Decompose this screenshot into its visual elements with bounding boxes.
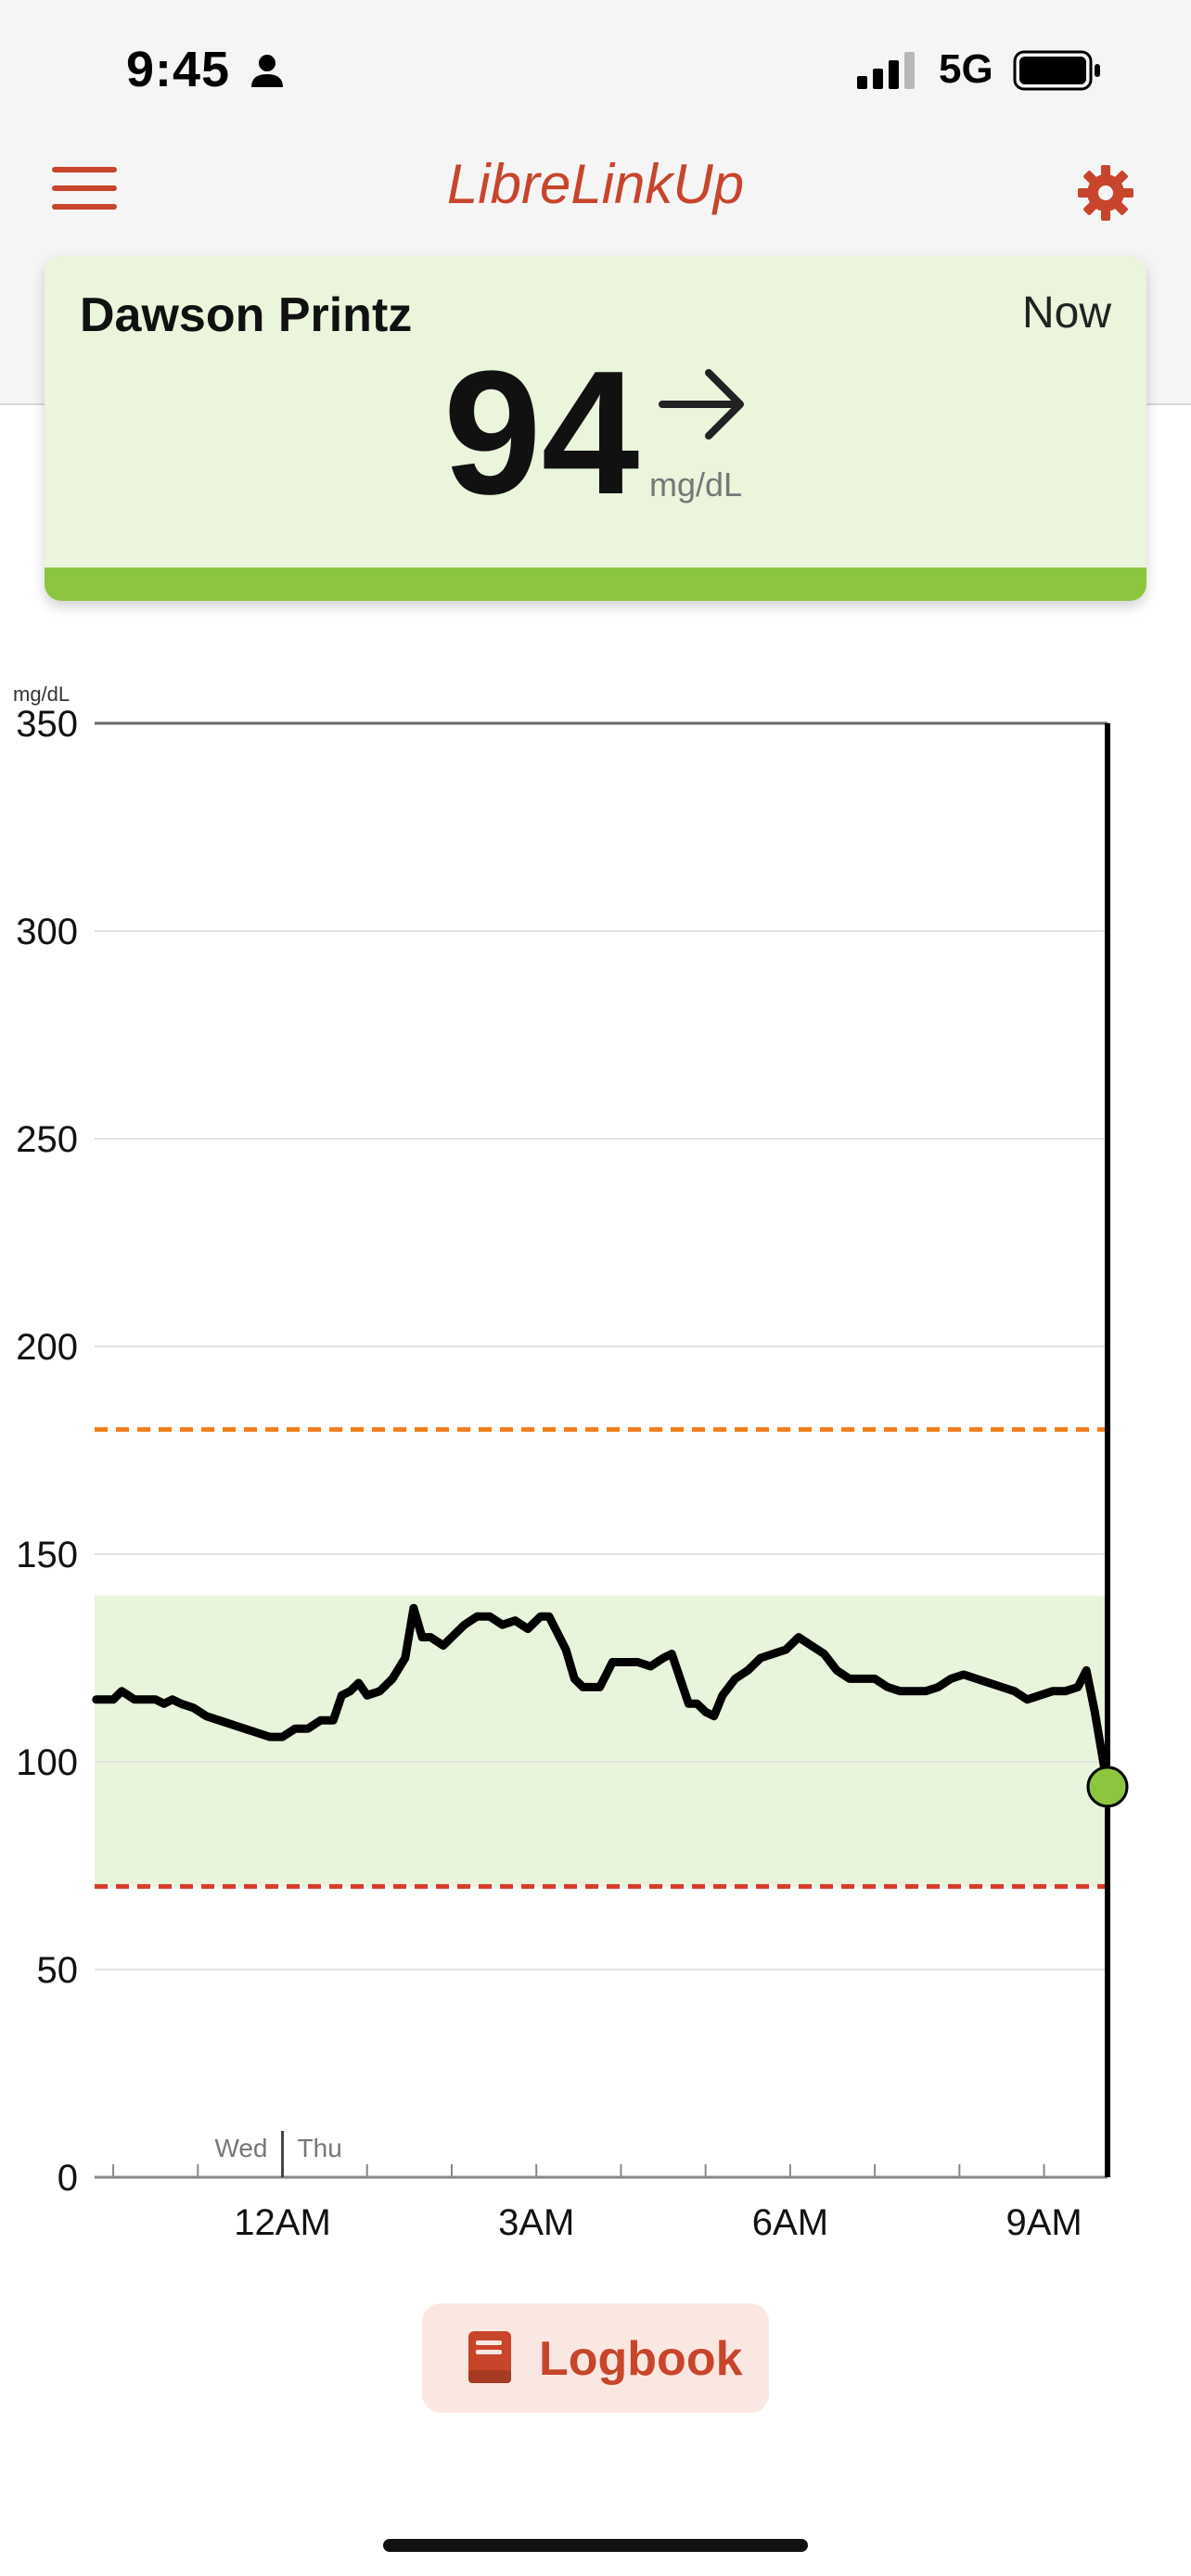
- logbook-label: Logbook: [539, 2332, 743, 2386]
- hamburger-line-icon: [52, 167, 117, 172]
- y-tick-label: 100: [16, 1742, 78, 1783]
- reading-time: Now: [1021, 288, 1111, 338]
- logbook-button[interactable]: Logbook: [422, 2303, 769, 2413]
- y-tick-label: 300: [16, 912, 78, 952]
- glucose-chart[interactable]: Wed Thu mg/dL 0 50 100 150 200 250 300 350 12AM…: [0, 668, 1191, 2244]
- app-title: LibreLinkUp: [446, 153, 745, 215]
- gear-icon[interactable]: [1076, 163, 1135, 223]
- x-axis-labels: 12AM 3AM 6AM 9AM: [234, 2202, 1082, 2243]
- hamburger-line-icon: [52, 204, 117, 210]
- home-indicator[interactable]: [383, 2539, 808, 2552]
- steady-arrow-icon: [659, 369, 744, 440]
- glucose-value: 94: [443, 335, 640, 531]
- day-label-thu: Thu: [298, 2134, 342, 2162]
- in-range-bar: [45, 567, 1146, 601]
- network-type: 5G: [939, 46, 993, 92]
- y-tick-label: 200: [16, 1327, 78, 1368]
- glucose-reading-card[interactable]: Dawson Printz Now 94 mg/dL: [45, 256, 1146, 601]
- x-axis-ticks: [112, 2164, 1045, 2177]
- x-tick-label: 12AM: [234, 2202, 331, 2243]
- battery-icon: [1013, 50, 1100, 91]
- y-axis-labels: 0 50 100 150 200 250 300 350: [16, 704, 78, 2199]
- chart-grid: [95, 721, 1108, 1970]
- x-tick-label: 9AM: [1005, 2202, 1082, 2243]
- status-time: 9:45: [126, 42, 231, 97]
- x-tick-label: 3AM: [498, 2202, 574, 2243]
- y-tick-label: 0: [58, 2158, 78, 2199]
- book-icon: [468, 2331, 511, 2383]
- day-label-wed: Wed: [214, 2134, 267, 2162]
- menu-button[interactable]: [52, 167, 117, 215]
- y-tick-label: 350: [16, 704, 78, 745]
- target-range-band: [95, 1595, 1108, 1887]
- y-tick-label: 250: [16, 1119, 78, 1160]
- person-icon: [251, 55, 283, 87]
- current-reading-point[interactable]: [1086, 1766, 1129, 1808]
- signal-icon: [857, 52, 915, 89]
- patient-name: Dawson Printz: [80, 288, 413, 342]
- y-tick-label: 150: [16, 1535, 78, 1575]
- status-bar: [0, 0, 1191, 139]
- hamburger-line-icon: [52, 185, 117, 191]
- glucose-unit: mg/dL: [649, 465, 743, 504]
- glucose-series-line: [92, 1603, 1112, 1792]
- y-axis-unit: mg/dL: [13, 682, 70, 706]
- y-tick-label: 50: [37, 1950, 79, 1991]
- x-tick-label: 6AM: [752, 2202, 828, 2243]
